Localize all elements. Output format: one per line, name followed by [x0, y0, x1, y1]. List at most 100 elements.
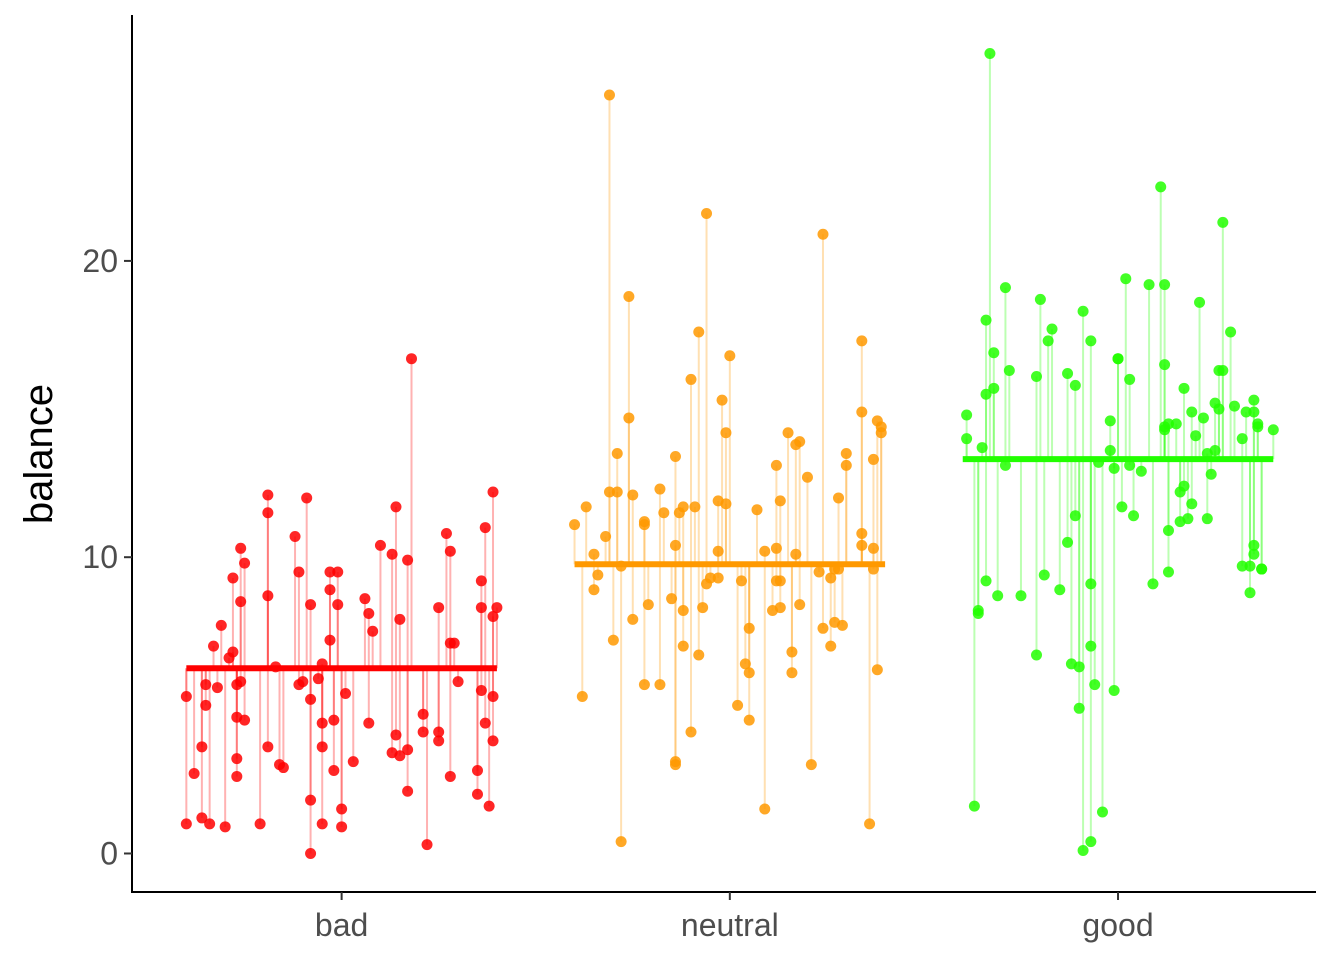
point-good [980, 575, 992, 587]
point-neutral [685, 726, 697, 738]
point-good [1170, 418, 1182, 430]
point-bad [359, 593, 371, 605]
point-neutral [685, 373, 697, 385]
y-axis-label: balance [17, 384, 61, 524]
point-neutral [759, 803, 771, 815]
point-bad [211, 682, 223, 694]
point-bad [475, 575, 487, 587]
point-bad [324, 634, 336, 646]
point-good [1034, 293, 1046, 305]
point-good [1217, 365, 1229, 377]
point-bad [332, 599, 344, 611]
point-bad [402, 744, 414, 756]
point-good [1116, 501, 1128, 513]
point-neutral [654, 679, 666, 691]
point-neutral [615, 836, 627, 848]
point-neutral [813, 566, 825, 578]
point-neutral [569, 519, 581, 531]
point-bad [406, 353, 418, 365]
point-neutral [654, 483, 666, 495]
point-neutral [638, 519, 650, 531]
point-neutral [704, 572, 716, 584]
point-bad [433, 726, 445, 738]
x-ticks: bad neutral good [315, 892, 1154, 943]
point-neutral [677, 605, 689, 617]
point-bad [305, 794, 317, 806]
point-bad [254, 818, 266, 830]
point-good [1003, 365, 1015, 377]
point-bad [487, 690, 499, 702]
x-tick-label-neutral: neutral [681, 907, 779, 943]
point-bad [390, 729, 402, 741]
point-good [1205, 468, 1217, 480]
point-neutral [588, 548, 600, 560]
point-bad [231, 770, 243, 782]
point-neutral [642, 599, 654, 611]
point-neutral [600, 530, 612, 542]
point-neutral [693, 326, 705, 338]
y-tick-label: 0 [100, 835, 118, 871]
point-neutral [825, 572, 837, 584]
point-neutral [739, 658, 751, 670]
y-ticks: 0 10 20 [82, 243, 132, 871]
point-bad [262, 741, 274, 753]
point-neutral [786, 646, 798, 658]
point-good [1186, 406, 1198, 418]
point-bad [448, 637, 460, 649]
point-good [1178, 382, 1190, 394]
point-bad [433, 735, 445, 747]
point-bad [479, 522, 491, 534]
point-neutral [840, 459, 852, 471]
point-bad [301, 492, 313, 504]
point-neutral [871, 664, 883, 676]
point-neutral [720, 498, 732, 510]
point-good [1159, 279, 1171, 291]
point-bad [444, 545, 456, 557]
point-bad [305, 847, 317, 859]
point-good [1236, 560, 1248, 572]
point-bad [347, 756, 359, 768]
point-bad [394, 750, 406, 762]
point-bad [208, 640, 220, 652]
point-bad [289, 530, 301, 542]
point-bad [239, 714, 251, 726]
point-good [1248, 406, 1260, 418]
point-good [1030, 370, 1042, 382]
point-bad [363, 607, 375, 619]
point-neutral [588, 584, 600, 596]
point-neutral [836, 619, 848, 631]
point-good [1062, 536, 1074, 548]
point-neutral [677, 501, 689, 513]
point-neutral [856, 527, 868, 539]
point-bad [487, 486, 499, 498]
point-good [972, 605, 984, 617]
point-good [1108, 462, 1120, 474]
point-good [1155, 181, 1167, 193]
mean-lines-layer [186, 456, 1274, 672]
point-good [1077, 305, 1089, 317]
point-bad [219, 821, 231, 833]
point-good [1248, 548, 1260, 560]
point-neutral [724, 350, 736, 362]
point-neutral [623, 290, 635, 302]
point-bad [316, 717, 328, 729]
point-bad [316, 818, 328, 830]
point-neutral [867, 542, 879, 554]
point-neutral [786, 667, 798, 679]
point-bad [440, 527, 452, 539]
y-tick-label: 10 [82, 539, 118, 575]
point-neutral [790, 548, 802, 560]
point-neutral [603, 89, 615, 101]
point-good [1085, 640, 1097, 652]
point-good [1240, 406, 1252, 418]
points-layer [180, 48, 1279, 859]
point-bad [200, 699, 212, 711]
point-bad [332, 566, 344, 578]
point-good [984, 48, 996, 60]
point-good [1069, 510, 1081, 522]
point-bad [475, 685, 487, 697]
point-bad [293, 566, 305, 578]
point-neutral [712, 572, 724, 584]
point-good [1085, 335, 1097, 347]
point-bad [235, 676, 247, 688]
